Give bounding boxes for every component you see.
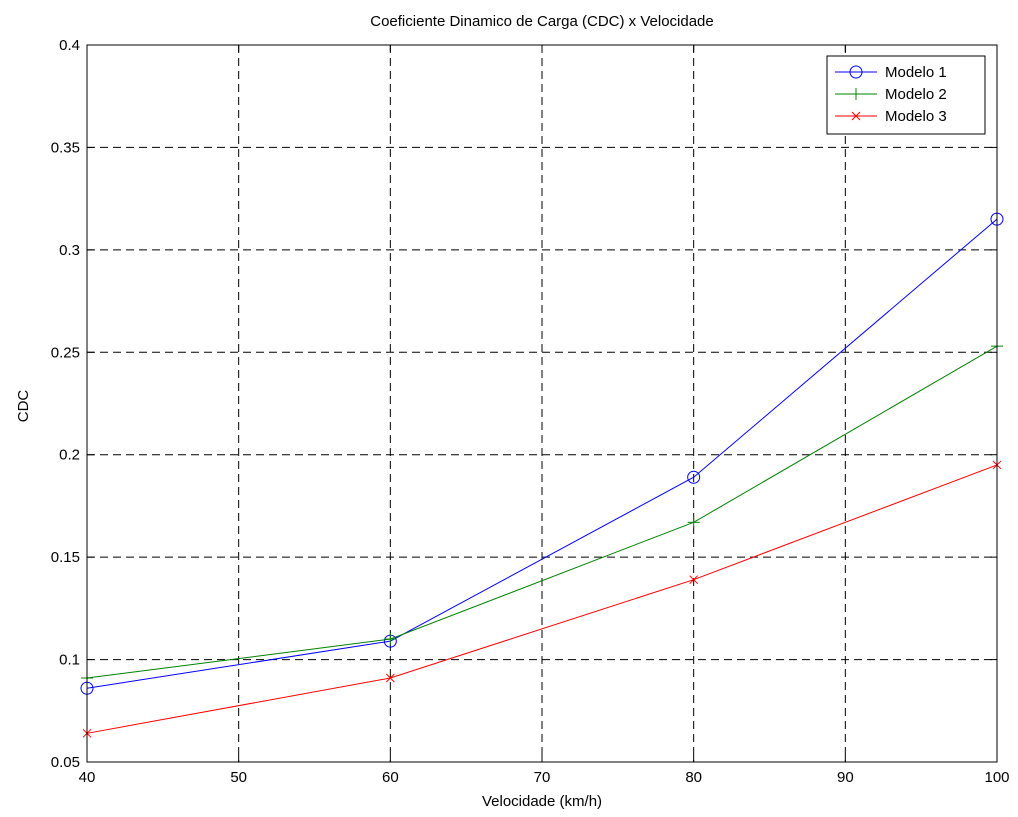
y-tick-label: 0.05	[51, 754, 80, 771]
chart-title: Coeficiente Dinamico de Carga (CDC) x Ve…	[370, 13, 714, 30]
x-tick-label: 70	[534, 769, 551, 786]
data-point-series-3-d2	[689, 575, 699, 585]
data-point-series-3	[385, 673, 395, 683]
x-tick-label: 60	[382, 769, 399, 786]
data-point-series-2	[384, 633, 397, 646]
y-axis-label: CDC	[15, 390, 32, 423]
legend-marker-3	[851, 111, 861, 121]
x-axis-label: Velocidade (km/h)	[482, 793, 602, 810]
y-tick-label: 0.15	[51, 549, 80, 566]
x-tick-label: 90	[837, 769, 854, 786]
y-tick-label: 0.4	[59, 37, 80, 54]
legend-label-2: Modelo 2	[885, 86, 947, 103]
x-tick-label: 50	[230, 769, 247, 786]
legend-marker-2	[850, 88, 862, 100]
data-point-series-3	[689, 575, 699, 585]
data-point-series-3-d2	[385, 673, 395, 683]
y-tick-label: 0.35	[51, 139, 80, 156]
series-line-2	[86, 345, 998, 679]
legend: Modelo 1 Modelo 2 Modelo 3	[826, 55, 986, 135]
x-tick-label: 40	[79, 769, 96, 786]
grid-lines	[87, 45, 997, 762]
series-line-1	[86, 218, 998, 689]
legend-marker-3-d2	[851, 111, 861, 121]
x-tick-label: 80	[685, 769, 702, 786]
legend-label-3: Modelo 3	[885, 108, 947, 125]
data-point-series-2	[687, 516, 700, 529]
data-point-series-1	[687, 470, 701, 484]
plot-frame	[86, 44, 998, 763]
y-tick-label: 0.2	[59, 447, 80, 464]
x-tick-label: 100	[984, 769, 1009, 786]
series-line-3	[86, 464, 998, 734]
axis-ticks: 40 50 60 70 80 90 100 0.05 0.1 0.15 0.2 0.25 0.3 0.35…	[51, 37, 1010, 786]
y-tick-label: 0.25	[51, 344, 80, 361]
legend-label-1: Modelo 1	[885, 64, 947, 81]
y-tick-label: 0.1	[59, 652, 80, 669]
y-tick-label: 0.3	[59, 242, 80, 259]
legend-box	[826, 55, 986, 135]
legend-marker-1	[849, 65, 863, 79]
